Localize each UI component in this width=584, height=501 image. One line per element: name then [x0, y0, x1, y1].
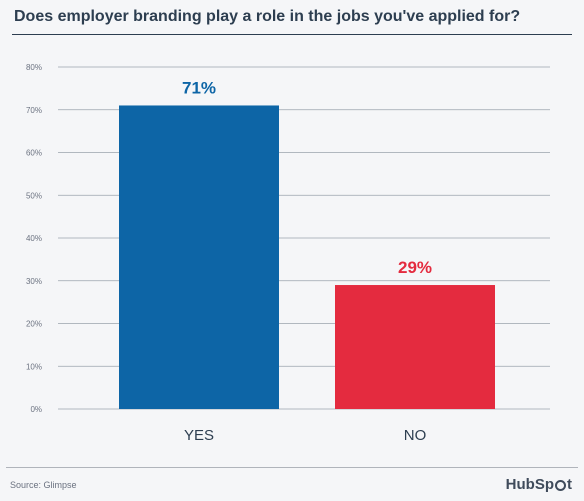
x-tick-label: NO [404, 427, 427, 444]
data-label: 29% [398, 258, 432, 277]
y-tick-label: 0% [30, 405, 42, 414]
y-tick-label: 50% [26, 191, 42, 200]
chart-title: Does employer branding play a role in th… [14, 8, 521, 25]
source-note: Source: Glimpse [10, 480, 77, 490]
y-tick-label: 70% [26, 106, 42, 115]
sprocket-icon [555, 480, 566, 491]
logo-text-end: t [567, 476, 572, 493]
y-tick-label: 60% [26, 149, 42, 158]
logo-text-start: HubSp [505, 476, 554, 493]
footer-divider [6, 467, 578, 468]
y-tick-label: 20% [26, 320, 42, 329]
bar [119, 105, 279, 409]
bar-chart: 0% 10% 20% 30% 40% 50% 60% 70% 80% 71% YES 29% NO [26, 63, 550, 444]
x-tick-label: YES [184, 427, 214, 444]
y-tick-label: 30% [26, 277, 42, 286]
data-label: 71% [182, 78, 216, 97]
bar [335, 285, 495, 409]
y-tick-label: 10% [26, 362, 42, 371]
hubspot-logo: HubSp t [506, 476, 572, 493]
y-tick-label: 80% [26, 63, 42, 72]
title-divider [12, 34, 572, 35]
y-tick-label: 40% [26, 234, 42, 243]
